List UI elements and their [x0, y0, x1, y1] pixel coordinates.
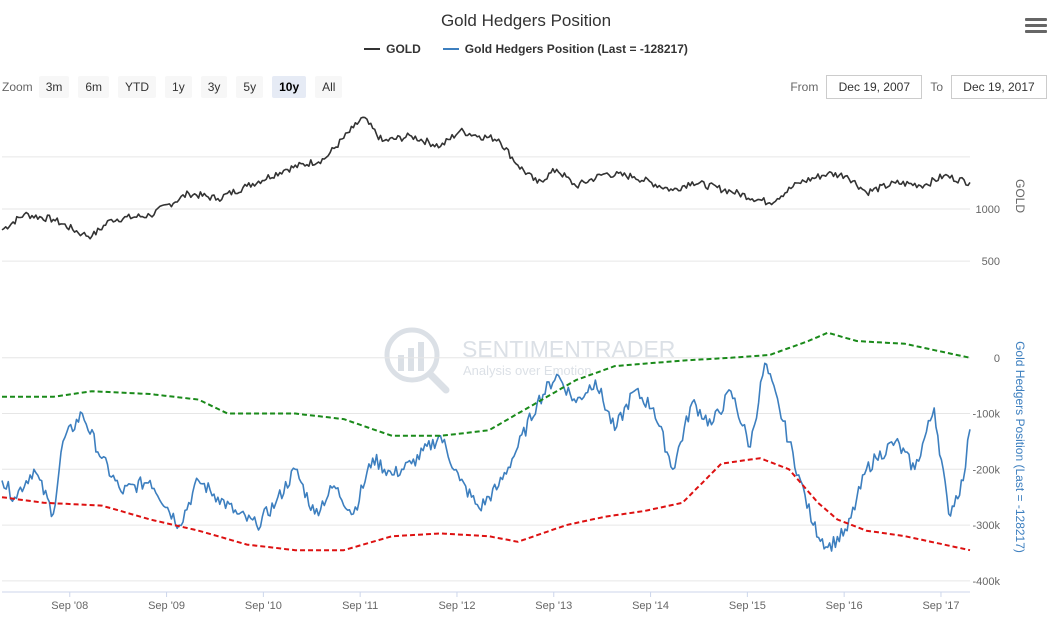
axis-title-gold: GOLD	[1013, 179, 1027, 213]
series-line-gold-hedgers-position	[1, 362, 971, 552]
watermark-logo-icon	[384, 327, 450, 394]
from-label: From	[790, 80, 819, 94]
zoom-button-5y[interactable]: 5y	[236, 76, 264, 98]
zoom-label: Zoom	[2, 80, 33, 94]
series-line-gold	[1, 116, 971, 240]
gridlines	[2, 156, 970, 582]
chart-title: Gold Hedgers Position	[440, 11, 612, 30]
zoom-controls: Zoom 3m 6m YTD 1y 3y 5y 10y All	[2, 76, 351, 98]
y-tick-label-0-0: 1000	[976, 204, 1000, 216]
x-tick-label-5: Sep '13	[535, 600, 572, 612]
zoom-button-ytd[interactable]: YTD	[118, 76, 157, 98]
y-tick-label-1-2: -200k	[972, 464, 1000, 476]
zoom-button-1y[interactable]: 1y	[165, 76, 192, 98]
zoom-button-10y[interactable]: 10y	[272, 76, 307, 98]
zoom-button-3y[interactable]: 3y	[200, 76, 228, 98]
zoom-button-3m[interactable]: 3m	[38, 76, 70, 98]
chart-legend: GOLD Gold Hedgers Position (Last = -1282…	[0, 42, 1052, 56]
legend-item-hedgers[interactable]: Gold Hedgers Position (Last = -128217)	[442, 42, 688, 56]
x-tick-label-2: Sep '10	[245, 600, 282, 612]
y-tick-label-1-1: -100k	[972, 409, 1000, 421]
y-tick-label-0-1: 500	[982, 256, 1000, 268]
axis-title-hedgers: Gold Hedgers Position (Last = -128217)	[1013, 341, 1027, 553]
x-tick-label-6: Sep '14	[632, 600, 669, 612]
x-tick-label-8: Sep '16	[826, 600, 863, 612]
watermark-tagline: Analysis over Emotion	[463, 363, 592, 378]
zoom-button-6m[interactable]: 6m	[78, 76, 110, 98]
to-date-input[interactable]: Dec 19, 2017	[951, 75, 1047, 99]
series-line-upper-band	[2, 331, 971, 437]
x-tick-label-1: Sep '09	[148, 600, 185, 612]
legend-label-gold: GOLD	[386, 42, 421, 56]
legend-swatch-hedgers	[442, 48, 459, 50]
zoom-button-all[interactable]: All	[315, 76, 343, 98]
x-tick-label-3: Sep '11	[342, 600, 378, 612]
x-tick-label-0: Sep '08	[51, 600, 88, 612]
watermark: SENTIMENTRADER Analysis over Emotion	[384, 327, 675, 394]
from-date-input[interactable]: Dec 19, 2007	[826, 75, 923, 99]
legend-label-hedgers: Gold Hedgers Position (Last = -128217)	[464, 42, 688, 56]
x-tick-label-9: Sep '17	[922, 600, 959, 612]
hamburger-menu-icon[interactable]	[1025, 18, 1047, 38]
y-tick-label-1-3: -300k	[972, 520, 1000, 532]
x-tick-label-4: Sep '12	[438, 600, 475, 612]
to-label: To	[930, 80, 943, 94]
legend-item-gold[interactable]: GOLD	[364, 42, 421, 56]
series-layer	[1, 116, 971, 552]
series-line-lower-band	[1, 457, 971, 552]
y-tick-label-1-4: -400k	[972, 576, 1000, 588]
x-tick-label-7: Sep '15	[729, 600, 766, 612]
axis-layer: 1000 500 GOLD 0 -100k -200k -300k -400k Gold Hed…	[2, 179, 1027, 612]
date-range-selector: From Dec 19, 2007 To Dec 19, 2017	[782, 75, 1047, 99]
legend-swatch-gold	[364, 48, 381, 50]
y-tick-label-1-0: 0	[994, 353, 1000, 365]
